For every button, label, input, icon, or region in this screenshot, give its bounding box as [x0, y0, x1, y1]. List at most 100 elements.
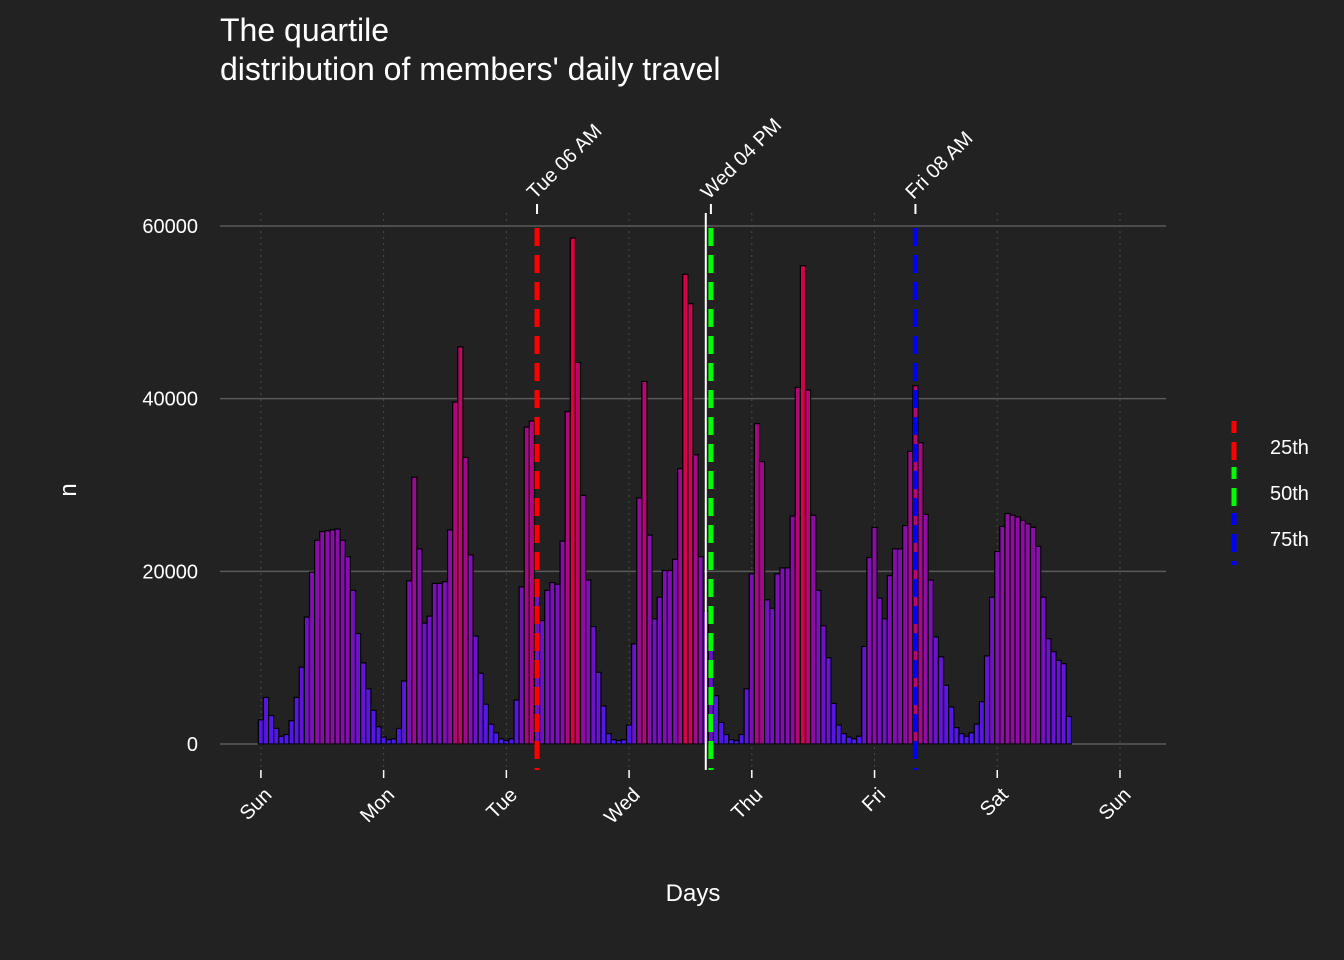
bar [774, 573, 781, 745]
y-tick-label: 40000 [142, 389, 198, 411]
bar [763, 599, 771, 745]
bar [733, 739, 740, 745]
bar [262, 696, 270, 745]
bar [508, 738, 515, 745]
y-tick-label: 60000 [142, 216, 198, 238]
bar [605, 733, 612, 745]
bar [308, 571, 316, 745]
bar [942, 684, 950, 745]
bar [344, 556, 351, 745]
bar [779, 567, 786, 745]
chart-title-line-2: distribution of members' daily travel [220, 51, 721, 87]
bar [815, 589, 822, 745]
bar [845, 736, 853, 745]
bar [820, 625, 827, 745]
bar [549, 581, 556, 745]
bar [896, 548, 904, 745]
bar [298, 666, 305, 745]
bar [789, 515, 796, 745]
bar [380, 736, 387, 745]
bar [503, 739, 510, 745]
y-tick-label: 0 [187, 734, 198, 756]
bar [1055, 659, 1062, 745]
bar [948, 706, 955, 745]
bar [856, 735, 863, 745]
bar [365, 688, 372, 745]
bar [810, 514, 817, 745]
bar [677, 467, 684, 745]
bar [886, 575, 894, 745]
bar [671, 558, 679, 745]
bar [1029, 526, 1037, 745]
bar [1050, 651, 1057, 745]
bar [610, 739, 617, 745]
bar [712, 695, 720, 745]
bar [625, 724, 633, 745]
bar [850, 738, 858, 745]
bar [651, 618, 658, 745]
bar [426, 615, 433, 745]
bar [1040, 596, 1047, 745]
bar [927, 579, 934, 745]
bar [574, 361, 582, 745]
bar [257, 719, 265, 745]
bar [319, 531, 326, 745]
bar [431, 582, 438, 745]
bar [559, 540, 566, 745]
bar [360, 662, 367, 745]
bar [881, 618, 888, 745]
bar [907, 450, 914, 745]
bar [876, 597, 883, 745]
bar [687, 303, 694, 745]
bar [666, 569, 674, 745]
bar [794, 386, 801, 745]
bar [523, 426, 530, 745]
bar [314, 539, 321, 745]
bar [370, 709, 377, 745]
bar [446, 529, 454, 745]
bar [697, 556, 704, 745]
bar [866, 556, 873, 745]
bar [267, 714, 275, 745]
bar [840, 733, 848, 745]
bar [554, 583, 561, 745]
bar [390, 738, 398, 745]
bar [769, 607, 776, 745]
bar [324, 530, 331, 745]
bar [1019, 519, 1026, 745]
legend-label: 75th [1270, 529, 1309, 551]
bar [748, 573, 755, 745]
bar [585, 579, 592, 745]
bar [400, 680, 408, 745]
bar [891, 548, 899, 745]
bar [375, 726, 382, 745]
bar [569, 237, 576, 745]
bar [738, 733, 745, 745]
bar [385, 739, 392, 745]
bar [902, 524, 909, 745]
bar [1009, 514, 1016, 745]
bar [861, 645, 868, 745]
bar [636, 497, 643, 745]
bar [462, 456, 469, 745]
bar [1035, 545, 1042, 745]
bar [973, 723, 980, 745]
bar [544, 589, 551, 745]
bar [825, 657, 832, 745]
bar [784, 567, 791, 745]
bar [804, 389, 812, 745]
bar [983, 655, 991, 745]
y-axis-title: n [55, 483, 82, 496]
bar [303, 616, 311, 745]
bar [978, 701, 986, 745]
bar [441, 581, 449, 745]
bar [994, 550, 1001, 745]
bar [1065, 715, 1073, 745]
bar [728, 739, 735, 745]
bar [406, 580, 413, 745]
bar [682, 273, 689, 745]
bar [293, 696, 300, 745]
bar [968, 732, 975, 745]
bar [395, 727, 403, 745]
